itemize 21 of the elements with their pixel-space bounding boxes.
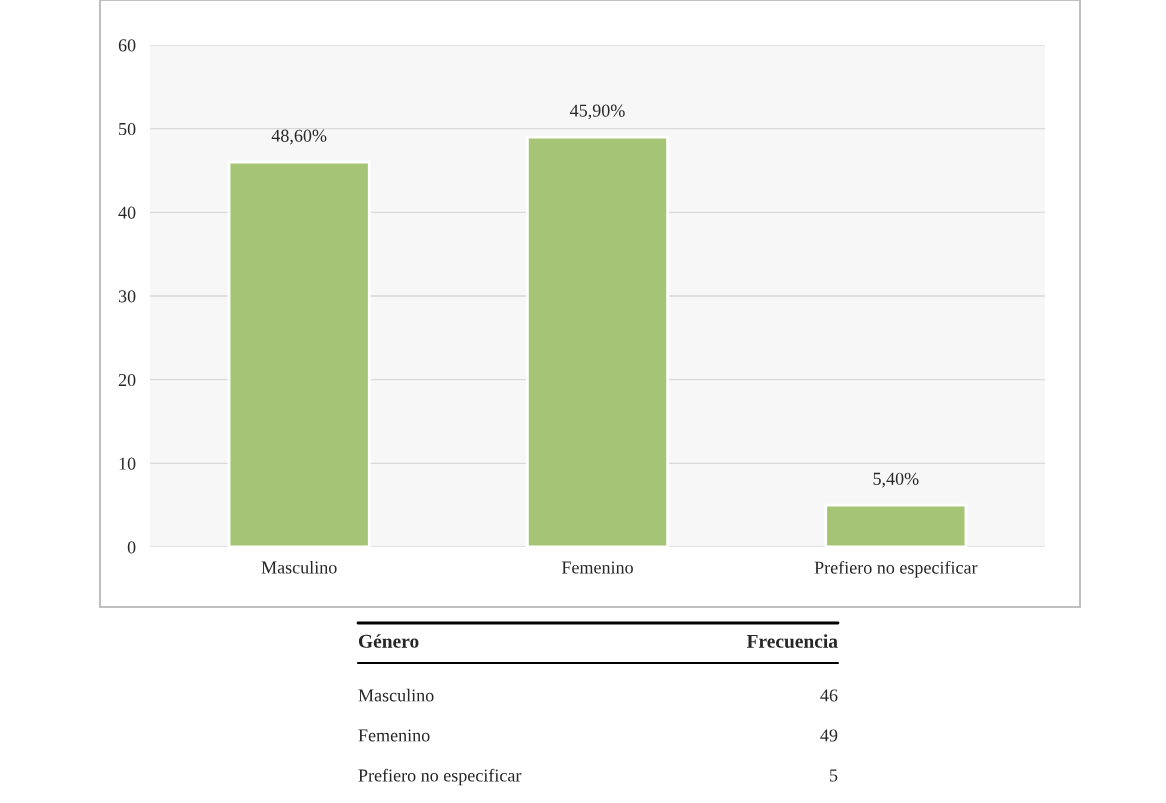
y-tick-label: 30 xyxy=(118,290,136,303)
text: Prefiero no especificar xyxy=(358,768,522,786)
text: 46 xyxy=(820,689,838,702)
text: Género xyxy=(358,634,419,648)
text: Masculino xyxy=(358,688,434,702)
text: 5 xyxy=(830,769,838,782)
text: 49 xyxy=(820,729,838,742)
y-tick-label: 50 xyxy=(119,122,136,136)
x-tick-label: Prefiero no especificar xyxy=(814,560,978,578)
y-tick-label: 40 xyxy=(118,206,136,219)
annotation: 45,90% xyxy=(570,104,625,120)
y-tick-label: 0 xyxy=(127,541,136,554)
y-tick-label: 10 xyxy=(119,457,136,470)
text: Femenino xyxy=(358,729,430,742)
y-tick-label: 20 xyxy=(118,373,136,387)
x-tick-label: Masculino xyxy=(261,560,337,574)
annotation: 5,40% xyxy=(873,472,919,488)
annotation: 48,60% xyxy=(271,129,327,145)
y-tick-label: 60 xyxy=(118,39,136,52)
x-tick-label: Femenino xyxy=(561,561,633,574)
text: Frecuencia xyxy=(746,634,838,648)
